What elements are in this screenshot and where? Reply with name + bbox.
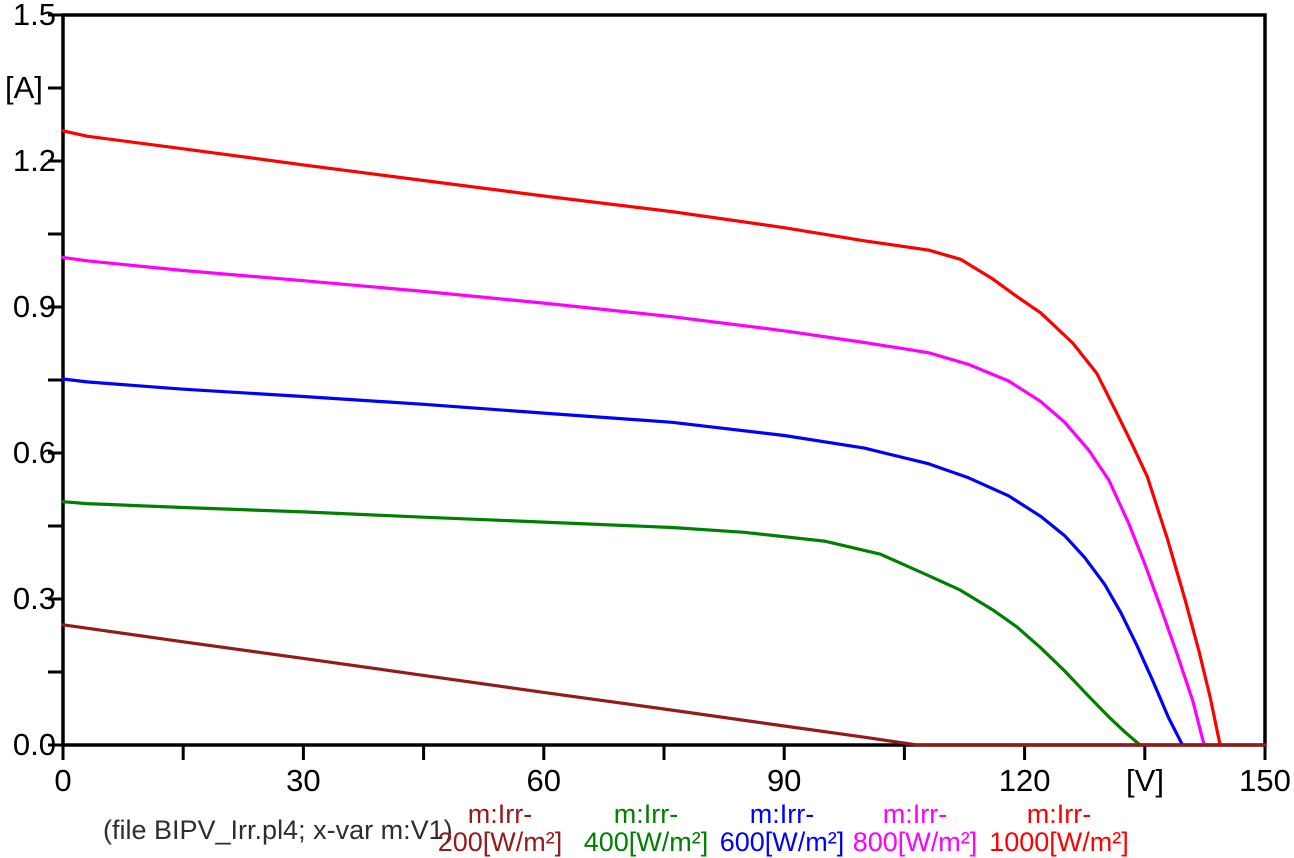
- y-tick-label: 1.2: [12, 143, 56, 178]
- x-axis-unit-label: [V]: [1126, 763, 1164, 798]
- curve-irr-600: [61, 377, 1185, 747]
- legend-item-200: m:Irr- 200[W/m²]: [438, 800, 563, 856]
- y-tick-label: 0.9: [12, 289, 56, 324]
- x-tick-label: 30: [286, 763, 321, 798]
- legend-item-value: 200[W/m²]: [437, 827, 563, 857]
- legend-item-value: 400[W/m²]: [583, 827, 709, 857]
- legend-item-1000: m:Irr- 1000[W/m²]: [989, 800, 1129, 856]
- y-axis-unit-label: [A]: [5, 70, 43, 105]
- y-tick-label: 0.3: [12, 581, 56, 616]
- legend-item-name: m:Irr-: [749, 799, 815, 829]
- legend-item-value: 600[W/m²]: [719, 827, 845, 857]
- x-tick-label: 150: [1239, 763, 1291, 798]
- x-tick-label: 90: [766, 763, 802, 798]
- curve-irr-800: [61, 255, 1206, 747]
- x-tick-label: 120: [998, 763, 1051, 798]
- legend-item-name: m:Irr-: [613, 799, 679, 829]
- y-tick-label: 0.0: [12, 727, 56, 762]
- legend-item-name: m:Irr-: [1026, 799, 1092, 829]
- legend-item-value: 1000[W/m²]: [989, 827, 1129, 857]
- x-tick-label: 0: [54, 763, 72, 798]
- legend-item-name: m:Irr-: [467, 799, 533, 829]
- legend-item-800: m:Irr- 800[W/m²]: [853, 800, 978, 856]
- legend-item-name: m:Irr-: [882, 799, 948, 829]
- legend-item-600: m:Irr- 600[W/m²]: [720, 800, 845, 856]
- legend-item-value: 800[W/m²]: [852, 827, 978, 857]
- y-tick-label: 1.5: [12, 0, 56, 32]
- plot-frame: [61, 13, 1267, 747]
- y-tick-label: 0.6: [12, 435, 56, 470]
- curve-irr-200: [61, 623, 1267, 747]
- curve-irr-400: [61, 500, 1142, 747]
- legend-item-400: m:Irr- 400[W/m²]: [584, 800, 709, 856]
- file-note: (file BIPV_Irr.pl4; x-var m:V1): [103, 815, 453, 845]
- x-tick-label: 60: [526, 763, 562, 798]
- curve-irr-1000: [61, 129, 1222, 747]
